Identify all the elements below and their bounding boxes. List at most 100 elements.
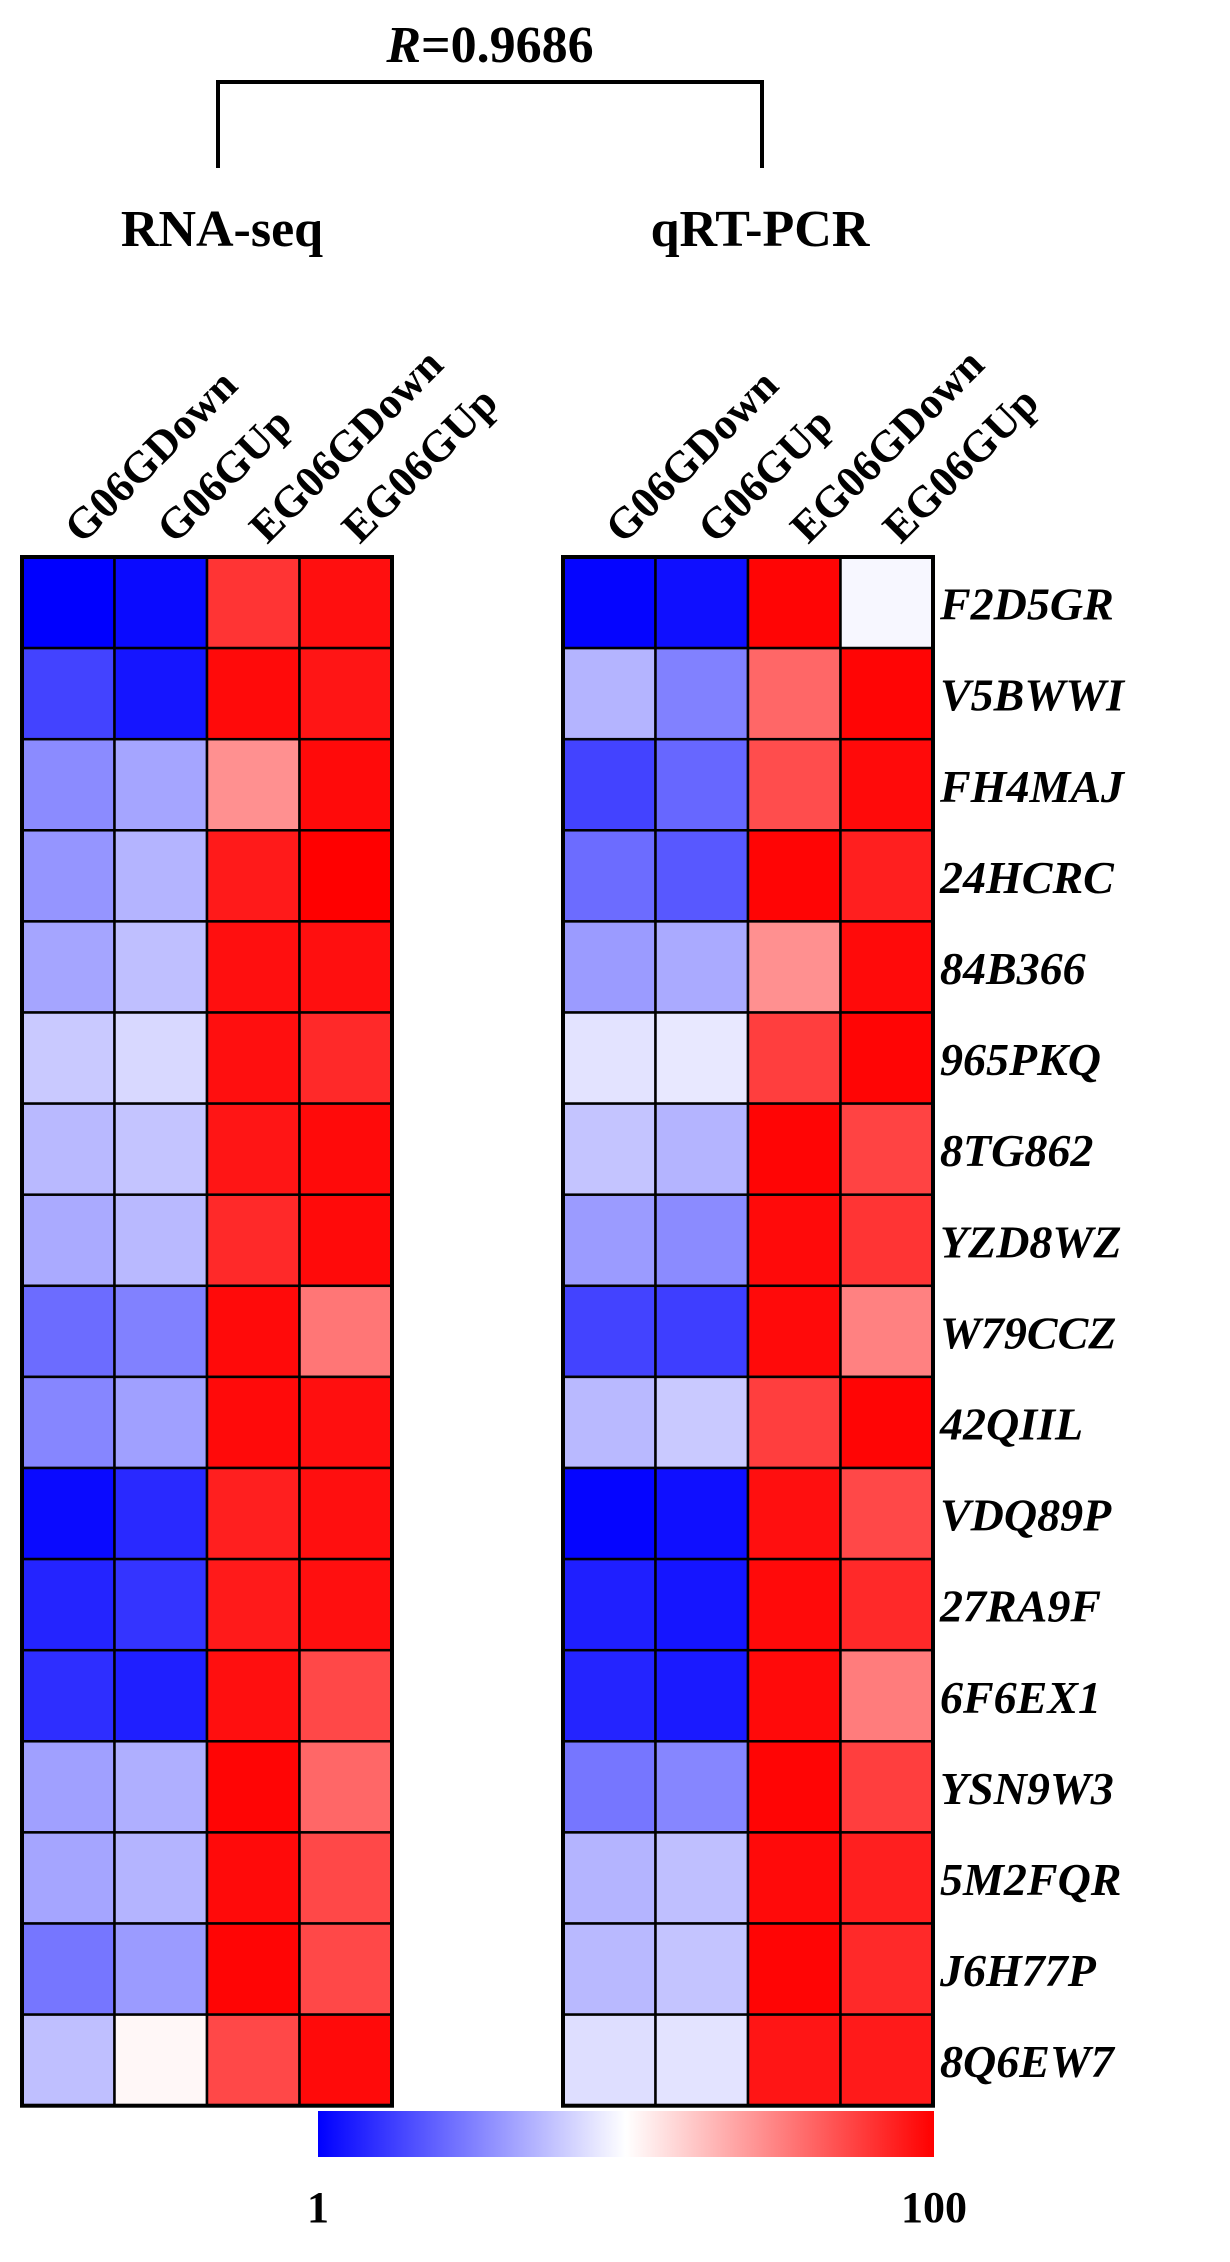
heatmap-cell-rna-seq-84b366-eg06gup [298, 920, 394, 1014]
heatmap-cell-rna-seq-8q6ew7-g06gup [113, 2013, 209, 2107]
heatmap-cell-rna-seq-v5bwwi-g06gdown [20, 646, 116, 741]
heatmap-cell-rna-seq-5m2fqr-eg06gup [298, 1831, 394, 1925]
heatmap-cell-rna-seq-fh4maj-g06gdown [20, 737, 116, 832]
heatmap-cell-rna-seq-8tg862-eg06gdown [205, 1102, 301, 1196]
heatmap-cell-qrt-pcr-8q6ew7-g06gdown [561, 2013, 657, 2107]
gene-labels: F2D5GR V5BWWI FH4MAJ 24HCRC 84B366 965PKQ 8TG8… [939, 579, 1126, 2088]
heatmap-cell-qrt-pcr-v5bwwi-eg06gdown [746, 646, 842, 741]
heatmap-cell-qrt-pcr-j6h77p-eg06gdown [746, 1922, 842, 2016]
heatmap-cell-qrt-pcr-w79ccz-eg06gdown [746, 1284, 842, 1379]
heatmap-cell-qrt-pcr-84b366-eg06gdown [746, 920, 842, 1014]
heatmap-cell-rna-seq-42qiil-g06gdown [20, 1375, 116, 1470]
heatmap-cell-rna-seq-ysn9w3-eg06gdown [205, 1740, 301, 1834]
heatmap-cell-qrt-pcr-fh4maj-eg06gup [839, 737, 935, 832]
heatmap-cell-qrt-pcr-84b366-g06gdown [561, 920, 657, 1014]
heatmap-cell-qrt-pcr-v5bwwi-eg06gup [839, 646, 935, 741]
heatmap-cell-rna-seq-f2d5gr-eg06gup [298, 555, 394, 650]
gene-label-8tg862: 8TG862 [940, 1125, 1093, 1176]
heatmap-cell-rna-seq-v5bwwi-eg06gup [298, 646, 394, 741]
heatmap-cell-rna-seq-5m2fqr-g06gdown [20, 1831, 116, 1925]
heatmap-cell-rna-seq-vdq89p-g06gdown [20, 1466, 116, 1561]
heatmap-cell-qrt-pcr-24hcrc-eg06gdown [746, 829, 842, 923]
heatmap-cell-rna-seq-w79ccz-eg06gdown [205, 1284, 301, 1379]
comparison-bracket [216, 80, 764, 168]
heatmap-cell-rna-seq-ysn9w3-g06gup [113, 1740, 209, 1834]
heatmap-cell-rna-seq-yzd8wz-eg06gdown [205, 1193, 301, 1288]
heatmap-cell-qrt-pcr-ysn9w3-eg06gup [839, 1740, 935, 1834]
heatmap-cell-qrt-pcr-fh4maj-eg06gdown [746, 737, 842, 832]
gene-label-v5bwwi: V5BWWI [940, 670, 1126, 721]
heatmap-cell-qrt-pcr-5m2fqr-g06gup [654, 1831, 750, 1925]
heatmap-cell-qrt-pcr-f2d5gr-eg06gup [839, 555, 935, 650]
heatmap-cell-qrt-pcr-yzd8wz-eg06gup [839, 1193, 935, 1288]
heatmap-cell-qrt-pcr-6f6ex1-eg06gdown [746, 1648, 842, 1743]
heatmap-cell-qrt-pcr-42qiil-g06gup [654, 1375, 750, 1470]
heatmap-cell-qrt-pcr-6f6ex1-g06gdown [561, 1648, 657, 1743]
heatmap-cell-qrt-pcr-vdq89p-eg06gup [839, 1466, 935, 1561]
gene-label-5m2fqr: 5M2FQR [940, 1854, 1121, 1905]
heatmap-cell-rna-seq-27ra9f-eg06gdown [205, 1557, 301, 1652]
heatmap-cell-rna-seq-w79ccz-eg06gup [298, 1284, 394, 1379]
heatmap-cell-rna-seq-42qiil-eg06gdown [205, 1375, 301, 1470]
heatmap-cell-rna-seq-27ra9f-eg06gup [298, 1557, 394, 1652]
heatmap-cell-rna-seq-j6h77p-g06gup [113, 1922, 209, 2016]
heatmap-cell-rna-seq-6f6ex1-g06gup [113, 1648, 209, 1743]
correlation-title: R=0.9686 [385, 17, 593, 74]
gene-label-yzd8wz: YZD8WZ [940, 1216, 1121, 1267]
color-scale-bar [318, 2111, 934, 2157]
gene-label-27ra9f: 27RA9F [939, 1581, 1101, 1632]
heatmap-cell-rna-seq-42qiil-eg06gup [298, 1375, 394, 1470]
heatmap-cell-qrt-pcr-8tg862-g06gup [654, 1102, 750, 1196]
heatmap-cell-qrt-pcr-f2d5gr-g06gdown [561, 555, 657, 650]
heatmap-cell-qrt-pcr-yzd8wz-eg06gdown [746, 1193, 842, 1288]
gene-label-fh4maj: FH4MAJ [939, 761, 1126, 812]
correlation-symbol: R [385, 17, 421, 74]
heatmap-cell-qrt-pcr-5m2fqr-g06gdown [561, 1831, 657, 1925]
heatmap-cell-qrt-pcr-8tg862-eg06gdown [746, 1102, 842, 1196]
heatmap-cell-rna-seq-965pkq-g06gdown [20, 1011, 116, 1105]
heatmap-cell-qrt-pcr-8q6ew7-eg06gdown [746, 2013, 842, 2107]
heatmap-cell-rna-seq-8tg862-g06gup [113, 1102, 209, 1196]
heatmap-cell-rna-seq-5m2fqr-g06gup [113, 1831, 209, 1925]
heatmap-cell-qrt-pcr-84b366-eg06gup [839, 920, 935, 1014]
correlation-value: =0.9686 [421, 17, 594, 74]
heatmap-cell-rna-seq-f2d5gr-eg06gdown [205, 555, 301, 650]
heatmap-cell-qrt-pcr-vdq89p-g06gup [654, 1466, 750, 1561]
gene-label-6f6ex1: 6F6EX1 [940, 1672, 1101, 1723]
heatmap-cell-qrt-pcr-24hcrc-eg06gup [839, 829, 935, 923]
heatmap-cell-rna-seq-8tg862-g06gdown [20, 1102, 116, 1196]
heatmap-cell-qrt-pcr-f2d5gr-eg06gdown [746, 555, 842, 650]
heatmap-cell-rna-seq-f2d5gr-g06gup [113, 555, 209, 650]
heatmap-cell-qrt-pcr-6f6ex1-g06gup [654, 1648, 750, 1743]
heatmap-cell-rna-seq-v5bwwi-g06gup [113, 646, 209, 741]
panel-title-rna-seq: RNA-seq [121, 201, 323, 258]
heatmap-cell-qrt-pcr-8q6ew7-g06gup [654, 2013, 750, 2107]
heatmap-cell-rna-seq-v5bwwi-eg06gdown [205, 646, 301, 741]
heatmap-cell-qrt-pcr-v5bwwi-g06gdown [561, 646, 657, 741]
heatmap-cell-qrt-pcr-8tg862-eg06gup [839, 1102, 935, 1196]
heatmap-cell-qrt-pcr-8q6ew7-eg06gup [839, 2013, 935, 2107]
color-scale-min-label: 1 [307, 2183, 329, 2232]
heatmap-cell-rna-seq-24hcrc-g06gup [113, 829, 209, 923]
heatmap-cell-qrt-pcr-fh4maj-g06gup [654, 737, 750, 832]
heatmap-cell-qrt-pcr-ysn9w3-g06gdown [561, 1740, 657, 1834]
heatmap-frame-qrt-pcr [561, 555, 935, 2108]
heatmap-cell-rna-seq-w79ccz-g06gup [113, 1284, 209, 1379]
heatmap-cell-rna-seq-6f6ex1-g06gdown [20, 1648, 116, 1743]
heatmap-cell-qrt-pcr-j6h77p-g06gdown [561, 1922, 657, 2016]
heatmap-cell-qrt-pcr-27ra9f-eg06gup [839, 1557, 935, 1652]
heatmap-cell-qrt-pcr-w79ccz-g06gup [654, 1284, 750, 1379]
heatmap-cell-rna-seq-ysn9w3-eg06gup [298, 1740, 394, 1834]
heatmap-cell-rna-seq-24hcrc-eg06gup [298, 829, 394, 923]
heatmap-cell-qrt-pcr-yzd8wz-g06gup [654, 1193, 750, 1288]
heatmap-cell-qrt-pcr-ysn9w3-eg06gdown [746, 1740, 842, 1834]
heatmap-cell-qrt-pcr-5m2fqr-eg06gdown [746, 1831, 842, 1925]
heatmap-cell-rna-seq-27ra9f-g06gdown [20, 1557, 116, 1652]
heatmap-cell-rna-seq-yzd8wz-g06gup [113, 1193, 209, 1288]
heatmap-cell-qrt-pcr-965pkq-g06gdown [561, 1011, 657, 1105]
heatmap-cell-qrt-pcr-vdq89p-g06gdown [561, 1466, 657, 1561]
heatmap-cell-rna-seq-j6h77p-eg06gup [298, 1922, 394, 2016]
heatmap-cell-qrt-pcr-j6h77p-eg06gup [839, 1922, 935, 2016]
